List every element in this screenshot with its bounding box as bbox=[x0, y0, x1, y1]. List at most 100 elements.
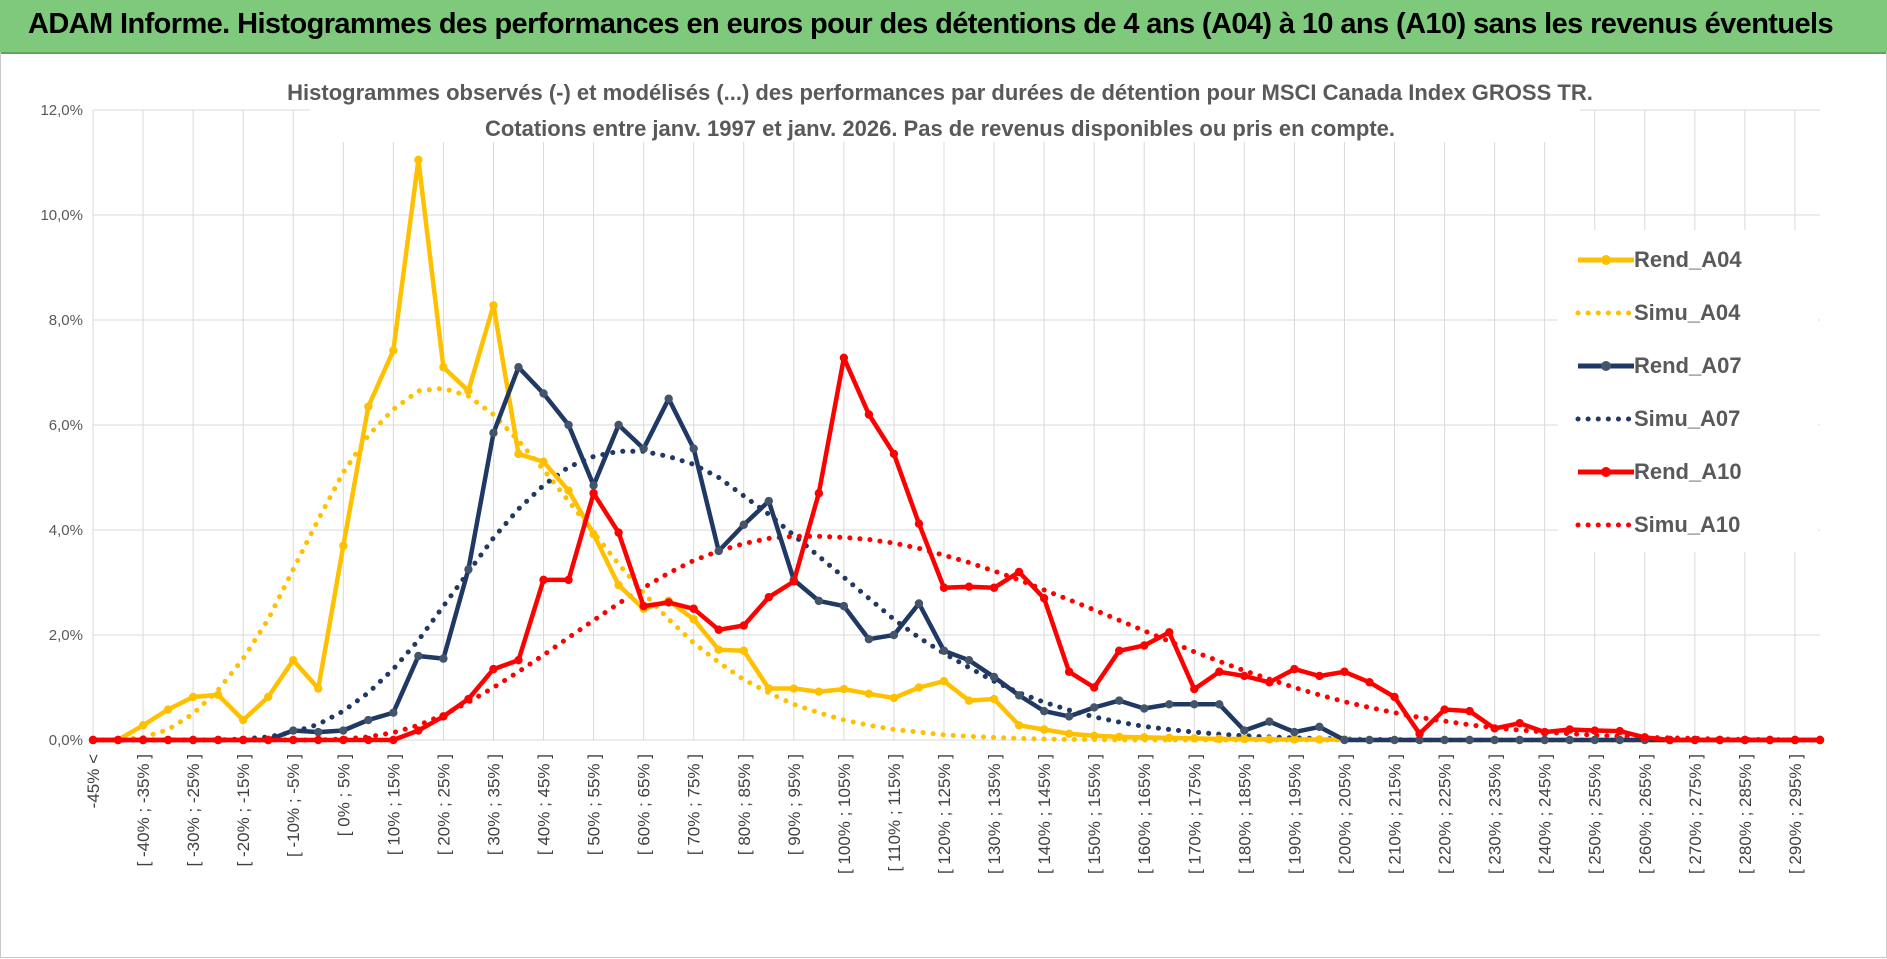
data-point-rend-a07 bbox=[939, 646, 949, 655]
x-tick-label: [ 270% ; 275% ] bbox=[1686, 754, 1705, 874]
y-tick-label: 2,0% bbox=[49, 627, 83, 644]
legend-label-simu-a10: Simu_A10 bbox=[1634, 512, 1740, 537]
data-point-rend-a10 bbox=[213, 735, 223, 745]
legend: Rend_A04 Simu_A04 Rend_A07 Simu_A07 Rend_A10… bbox=[1575, 247, 1742, 537]
data-point-rend-a04 bbox=[1190, 734, 1199, 743]
x-tick-label: [ 90% ; 95% ] bbox=[785, 754, 804, 855]
data-point-rend-a07 bbox=[1515, 735, 1524, 745]
data-point-rend-a10 bbox=[1715, 735, 1725, 745]
data-point-rend-a10 bbox=[964, 582, 974, 591]
x-tick-label: [ 110% ; 115% ] bbox=[885, 754, 904, 872]
data-point-rend-a10 bbox=[589, 489, 598, 498]
x-tick-label: [ -10% ; -5% ] bbox=[284, 754, 303, 857]
data-point-rend-a10 bbox=[1315, 671, 1324, 681]
y-tick-label: 8,0% bbox=[49, 312, 83, 329]
y-tick-label: 10,0% bbox=[40, 207, 83, 224]
data-point-rend-a10 bbox=[1265, 678, 1274, 687]
x-tick-label: [ 70% ; 75% ] bbox=[685, 754, 704, 855]
data-point-rend-a07 bbox=[714, 546, 723, 556]
data-point-rend-a07 bbox=[864, 635, 874, 644]
data-point-rend-a10 bbox=[1565, 725, 1574, 734]
x-tick-label: [ 40% ; 45% ] bbox=[535, 754, 554, 855]
data-point-rend-a10 bbox=[664, 598, 673, 607]
x-tick-label: [ 220% ; 225% ] bbox=[1436, 754, 1455, 874]
data-point-rend-a10 bbox=[489, 664, 498, 674]
legend-marker-rend-a04 bbox=[1601, 255, 1611, 265]
data-point-rend-a10 bbox=[1440, 705, 1449, 714]
data-point-rend-a10 bbox=[1640, 733, 1649, 742]
data-point-rend-a10 bbox=[1490, 724, 1499, 733]
data-point-rend-a10 bbox=[814, 489, 824, 498]
x-axis: -45% < [ -40% ; -35% ] [ -30% ; -25% ] [ -2… bbox=[84, 754, 1805, 874]
data-point-rend-a10 bbox=[739, 621, 748, 630]
data-point-rend-a07 bbox=[614, 420, 623, 430]
data-point-rend-a07 bbox=[839, 601, 849, 611]
data-point-rend-a04 bbox=[914, 683, 924, 692]
data-point-rend-a04 bbox=[964, 696, 974, 705]
data-point-rend-a07 bbox=[989, 672, 999, 682]
data-point-rend-a10 bbox=[539, 575, 548, 585]
data-point-rend-a07 bbox=[1340, 735, 1349, 745]
x-tick-label: [ 200% ; 205% ] bbox=[1335, 754, 1354, 874]
data-point-rend-a07 bbox=[964, 656, 974, 665]
x-tick-label: [ 80% ; 85% ] bbox=[735, 754, 754, 855]
data-point-rend-a10 bbox=[238, 735, 248, 745]
legend-label-rend-a10: Rend_A10 bbox=[1634, 459, 1742, 484]
data-point-rend-a10 bbox=[1790, 735, 1800, 745]
data-point-rend-a04 bbox=[1039, 725, 1049, 734]
x-tick-label: [ 0% ; 5% ] bbox=[334, 754, 353, 836]
data-point-rend-a04 bbox=[414, 155, 423, 165]
data-point-rend-a04 bbox=[489, 301, 498, 310]
data-point-rend-a10 bbox=[1540, 727, 1549, 737]
x-tick-label: [ 180% ; 185% ] bbox=[1235, 754, 1254, 874]
data-point-rend-a10 bbox=[864, 410, 874, 419]
data-point-rend-a04 bbox=[314, 684, 323, 693]
y-tick-label: 4,0% bbox=[49, 522, 83, 539]
data-point-rend-a10 bbox=[1515, 719, 1524, 728]
data-point-rend-a10 bbox=[1765, 735, 1775, 745]
performance-histogram-chart: 0,0% 2,0% 4,0% 6,0% 8,0% 10,0% 12,0% -45% < [ -… bbox=[40, 70, 1825, 874]
data-point-rend-a07 bbox=[1014, 691, 1024, 700]
data-point-rend-a10 bbox=[1365, 678, 1374, 687]
data-point-rend-a10 bbox=[1290, 664, 1299, 674]
data-point-rend-a04 bbox=[614, 580, 623, 590]
data-point-rend-a07 bbox=[1315, 722, 1324, 732]
data-point-rend-a04 bbox=[789, 684, 799, 693]
data-point-rend-a10 bbox=[1615, 726, 1624, 736]
data-point-rend-a10 bbox=[839, 353, 849, 362]
data-point-rend-a04 bbox=[814, 687, 824, 696]
data-point-rend-a04 bbox=[689, 615, 698, 624]
legend-label-rend-a04: Rend_A04 bbox=[1634, 247, 1742, 272]
data-point-rend-a10 bbox=[389, 735, 398, 745]
data-point-rend-a10 bbox=[1465, 706, 1474, 716]
data-point-rend-a04 bbox=[864, 689, 874, 698]
x-tick-label: [ 30% ; 35% ] bbox=[484, 754, 503, 855]
data-point-rend-a10 bbox=[1014, 567, 1024, 577]
data-point-rend-a10 bbox=[1089, 683, 1099, 692]
x-tick-label: [ 100% ; 105% ] bbox=[835, 754, 854, 874]
data-point-rend-a04 bbox=[1215, 734, 1224, 744]
data-point-rend-a04 bbox=[188, 692, 198, 702]
data-point-rend-a04 bbox=[1064, 729, 1074, 738]
x-tick-label: [ 120% ; 125% ] bbox=[935, 754, 954, 874]
x-tick-label: [ -30% ; -25% ] bbox=[184, 754, 203, 866]
data-point-rend-a04 bbox=[213, 690, 223, 700]
data-point-rend-a07 bbox=[1039, 706, 1049, 716]
x-tick-label: [ 190% ; 195% ] bbox=[1285, 754, 1304, 874]
y-tick-label: 0,0% bbox=[49, 732, 83, 749]
x-tick-label: [ 170% ; 175% ] bbox=[1185, 754, 1204, 874]
data-point-rend-a10 bbox=[1039, 594, 1049, 603]
data-point-rend-a04 bbox=[564, 486, 573, 495]
data-point-rend-a07 bbox=[464, 565, 473, 574]
data-point-rend-a04 bbox=[138, 721, 148, 730]
data-point-rend-a10 bbox=[514, 656, 523, 665]
y-tick-label: 12,0% bbox=[40, 102, 83, 119]
data-point-rend-a07 bbox=[739, 520, 748, 529]
data-point-rend-a07 bbox=[889, 630, 899, 640]
data-point-rend-a04 bbox=[1089, 731, 1099, 740]
legend-label-rend-a07: Rend_A07 bbox=[1634, 353, 1742, 378]
x-tick-label: [ 280% ; 285% ] bbox=[1736, 754, 1755, 874]
data-point-rend-a10 bbox=[188, 735, 198, 745]
legend-label-simu-a07: Simu_A07 bbox=[1634, 406, 1740, 431]
data-point-rend-a10 bbox=[113, 735, 123, 745]
